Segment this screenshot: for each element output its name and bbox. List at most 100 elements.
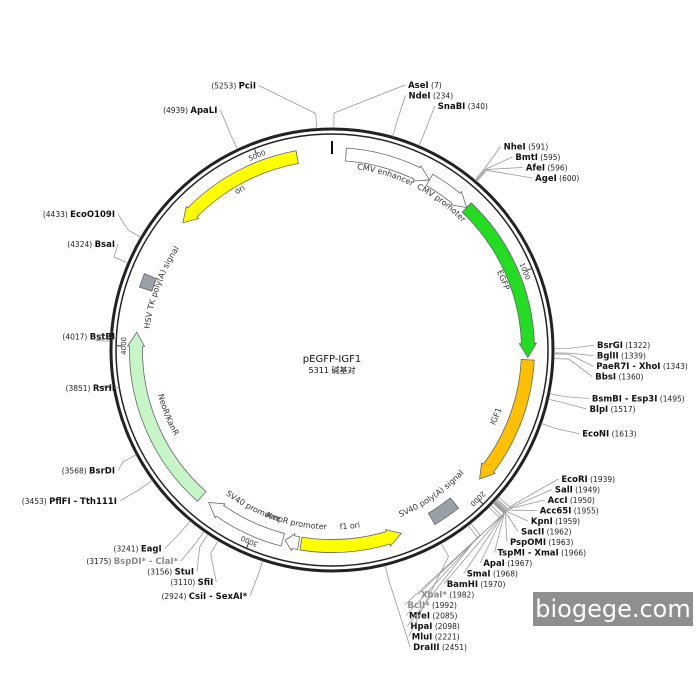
site-label-agei: AgeI (600) [535, 174, 579, 184]
site-position: (4939) [163, 106, 190, 115]
site-leader-line [541, 423, 580, 435]
site-label-asei: AseI (7) [408, 81, 442, 91]
feature-shape-sv40-poly-a-signal [427, 497, 460, 525]
feature-label-f1-ori: f1 ori [339, 520, 360, 531]
site-leader-line [494, 500, 529, 522]
site-name: SnaBI [438, 102, 466, 112]
site-label-nhei: NheI (591) [504, 142, 549, 152]
site-position: (4433) [43, 210, 70, 219]
site-bsmbi-esp3i: BsmBI - Esp3I (1495) [549, 393, 685, 405]
site-label-blpi: BlpI (1517) [590, 405, 636, 415]
site-pcii: (5253) PciI [211, 82, 318, 129]
site-leader-line [496, 498, 545, 510]
backbone-inner-ring [115, 133, 549, 567]
feature-shape-cmv-enhancer [345, 147, 431, 182]
site-leader-line [119, 479, 153, 502]
site-name: Acc65I [540, 507, 572, 517]
plasmid-backbone [109, 127, 555, 573]
feature-label-text: f1 ori [339, 520, 360, 531]
site-name: BglII [597, 352, 619, 362]
site-name: NdeI [408, 92, 430, 102]
site-label-acc65i: Acc65I (1955) [540, 507, 599, 517]
site-nhei: NheI (591) [474, 142, 549, 181]
site-label-sacii: SacII (1962) [521, 528, 572, 538]
site-leader-line [196, 533, 209, 572]
feature-shape-ori [182, 150, 299, 224]
site-name: BbsI [595, 373, 616, 383]
feature-label-path [231, 308, 513, 530]
site-label-tspmi-xmai: TspMI - XmaI (1966) [498, 549, 587, 559]
feature-label-path [329, 168, 515, 483]
site-ecoo109i: (4433) EcoO109I [43, 210, 141, 238]
site-name: BstBI [90, 333, 115, 343]
feature-sv40-poly-a-signal: SV40 poly(A) signal [231, 308, 513, 530]
tick-mark-2000 [478, 499, 484, 505]
site-name: DraIII [413, 643, 439, 653]
site-label-bmti: BmtI (595) [515, 153, 560, 163]
site-position: (1967) [505, 559, 532, 568]
site-position: (1962) [544, 528, 571, 537]
site-bsrdi: (3568) BsrDI [62, 454, 137, 477]
site-name: SfiI [198, 578, 214, 588]
site-name: BsrDI [89, 467, 115, 477]
restriction-sites: AseI (7)NdeI (234)SnaBI (340)NheI (591)B… [22, 81, 688, 653]
plasmid-center-label: pEGFP-IGF1 5311 碱基对 [303, 354, 361, 375]
tick-label-4000: 4000 [120, 337, 128, 355]
site-leader-line [384, 565, 411, 648]
feature-ori: ori [182, 150, 299, 224]
site-acc65i: Acc65I (1955) [495, 499, 599, 517]
site-label-pcii: (5253) PciI [211, 82, 256, 92]
site-label-ndei: NdeI (234) [408, 92, 453, 102]
site-label-bamhi: BamHI (1970) [447, 580, 506, 590]
site-position: (3851) [66, 384, 93, 393]
feature-shape-hsv-tk-poly-a-signal [138, 273, 158, 292]
site-name: EcoNI [582, 430, 609, 440]
site-name: BmtI [515, 153, 538, 163]
feature-shape-neor-kanr [126, 331, 207, 502]
site-label-rsrii: (3851) RsrII [66, 384, 115, 394]
site-eagi: (3241) EagI [114, 520, 191, 555]
site-name: PflFI - Tth111I [49, 497, 117, 507]
site-position: (7) [429, 81, 442, 90]
site-leader-line [553, 353, 594, 367]
site-leader-line [443, 502, 505, 585]
site-name: AseI [408, 81, 429, 91]
site-label-mlui: MluI (2221) [412, 633, 460, 643]
site-apali: (4939) ApaLI [163, 106, 238, 150]
feature-cmv-promoter: CMV promoter [415, 173, 468, 224]
site-position: (595) [538, 153, 561, 162]
site-label-econi: EcoNI (1613) [582, 430, 636, 440]
site-name: HpaI [410, 622, 432, 632]
site-label-apali: (4939) ApaLI [163, 106, 217, 116]
site-blpi: BlpI (1517) [548, 398, 636, 415]
watermark: biogege.com [533, 592, 693, 626]
site-leader-line [220, 109, 238, 150]
site-leader-line [476, 169, 533, 182]
site-label-xbai: XbaI* (1982) [421, 591, 474, 601]
site-econi: EcoNI (1613) [541, 423, 637, 440]
tick-mark-5000 [253, 148, 257, 155]
site-name: EcoO109I [70, 210, 115, 220]
site-leader-line [117, 213, 141, 238]
site-label-bsrdi: (3568) BsrDI [62, 467, 115, 477]
site-pflfi-tth111i: (3453) PflFI - Tth111I [22, 479, 153, 507]
site-label-eagi: (3241) EagI [114, 545, 162, 555]
site-position: (3175) [86, 557, 113, 566]
site-position: (1322) [623, 341, 650, 350]
site-position: (1982) [447, 591, 474, 600]
site-label-snabi: SnaBI (340) [438, 102, 488, 112]
site-position: (3241) [114, 545, 141, 554]
site-leader-line [117, 454, 137, 471]
site-leader-line [258, 85, 318, 129]
site-leader-line [404, 506, 501, 606]
site-position: (340) [465, 102, 488, 111]
site-name: BsmBI - Esp3I [592, 395, 658, 405]
feature-shape-sv40-promoter [208, 501, 285, 547]
site-leader-line [463, 502, 505, 574]
site-label-pspomi: PspOMI (1963) [510, 538, 573, 548]
site-name: NheI [504, 142, 526, 152]
feature-hsv-tk-poly-a-signal: HSV TK poly(A) signal [138, 245, 181, 329]
site-name: PspOMI [510, 538, 546, 548]
site-name: EagI [141, 545, 162, 555]
